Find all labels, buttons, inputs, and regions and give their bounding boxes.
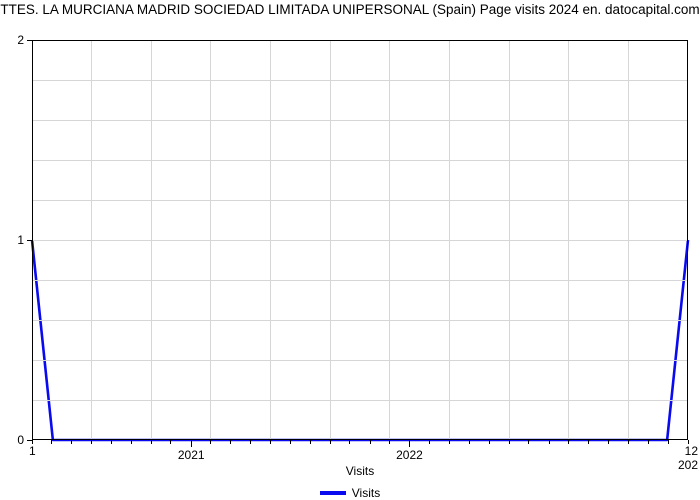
x-start-label: 1 — [29, 444, 36, 458]
line-series-svg — [0, 0, 700, 500]
grid-line-horizontal — [32, 280, 688, 281]
x-minor-tick-mark — [91, 440, 92, 444]
x-end-label-bottom: 202 — [678, 458, 698, 472]
x-minor-tick-mark — [250, 440, 251, 444]
chart-container: TTES. LA MURCIANA MADRID SOCIEDAD LIMITA… — [0, 0, 700, 500]
series-line-visits — [32, 240, 688, 440]
x-minor-tick-mark — [349, 440, 350, 444]
legend-swatch — [320, 491, 346, 495]
x-minor-tick-mark — [469, 440, 470, 444]
grid-line-horizontal — [32, 160, 688, 161]
grid-line-vertical — [330, 40, 331, 440]
x-axis-label: Visits — [10, 464, 700, 478]
y-tick-mark — [27, 240, 32, 241]
x-minor-tick-mark — [389, 440, 390, 444]
grid-line-vertical — [568, 40, 569, 440]
x-minor-tick-mark — [370, 440, 371, 444]
y-tick-label: 0 — [0, 433, 24, 447]
x-minor-tick-mark — [429, 440, 430, 444]
plot-border-right — [687, 40, 688, 440]
x-year-label: 2021 — [178, 448, 205, 462]
grid-line-horizontal — [32, 120, 688, 121]
x-major-tick-mark — [191, 440, 192, 447]
x-minor-tick-mark — [588, 440, 589, 444]
grid-line-vertical — [91, 40, 92, 440]
y-tick-mark — [27, 40, 32, 41]
x-minor-tick-mark — [310, 440, 311, 444]
grid-line-horizontal — [32, 400, 688, 401]
grid-line-vertical — [389, 40, 390, 440]
grid-line-horizontal — [32, 240, 688, 241]
x-minor-tick-mark — [151, 440, 152, 444]
grid-line-horizontal — [32, 200, 688, 201]
x-minor-tick-mark — [568, 440, 569, 444]
grid-line-vertical — [509, 40, 510, 440]
grid-line-horizontal — [32, 80, 688, 81]
plot-border-top — [32, 40, 688, 41]
x-minor-tick-mark — [290, 440, 291, 444]
x-minor-tick-mark — [528, 440, 529, 444]
x-major-tick-mark — [409, 440, 410, 447]
plot-border-left — [32, 40, 33, 440]
x-end-label-top: 12 — [685, 444, 698, 458]
grid-line-horizontal — [32, 320, 688, 321]
x-minor-tick-mark — [648, 440, 649, 444]
x-minor-tick-mark — [668, 440, 669, 444]
x-minor-tick-mark — [111, 440, 112, 444]
legend-item-visits: Visits — [320, 486, 380, 500]
x-minor-tick-mark — [489, 440, 490, 444]
y-tick-label: 2 — [0, 33, 24, 47]
x-minor-tick-mark — [170, 440, 171, 444]
legend-label: Visits — [352, 486, 380, 500]
x-minor-tick-mark — [131, 440, 132, 444]
x-year-label: 2022 — [396, 448, 423, 462]
x-minor-tick-mark — [210, 440, 211, 444]
grid-line-vertical — [628, 40, 629, 440]
x-minor-tick-mark — [71, 440, 72, 444]
x-minor-tick-mark — [230, 440, 231, 444]
grid-line-vertical — [210, 40, 211, 440]
grid-line-vertical — [449, 40, 450, 440]
grid-line-horizontal — [32, 360, 688, 361]
x-minor-tick-mark — [330, 440, 331, 444]
x-minor-tick-mark — [270, 440, 271, 444]
x-minor-tick-mark — [51, 440, 52, 444]
y-tick-label: 1 — [0, 233, 24, 247]
legend: Visits — [0, 482, 700, 500]
x-minor-tick-mark — [509, 440, 510, 444]
x-minor-tick-mark — [628, 440, 629, 444]
grid-line-vertical — [151, 40, 152, 440]
x-minor-tick-mark — [608, 440, 609, 444]
grid-line-vertical — [270, 40, 271, 440]
x-minor-tick-mark — [449, 440, 450, 444]
x-minor-tick-mark — [549, 440, 550, 444]
